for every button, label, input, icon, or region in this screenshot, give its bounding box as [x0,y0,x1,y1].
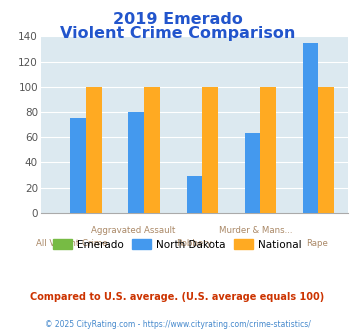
Text: Murder & Mans...: Murder & Mans... [219,226,293,235]
Bar [186,176,202,213]
Legend: Emerado, North Dakota, National: Emerado, North Dakota, National [49,235,306,254]
Bar [245,133,260,213]
Bar [86,87,102,213]
Text: Violent Crime Comparison: Violent Crime Comparison [60,26,295,41]
Bar [302,43,318,213]
Bar [318,87,334,213]
Text: Aggravated Assault: Aggravated Assault [91,226,175,235]
Text: © 2025 CityRating.com - https://www.cityrating.com/crime-statistics/: © 2025 CityRating.com - https://www.city… [45,320,310,329]
Bar [144,87,160,213]
Text: Robbery: Robbery [176,239,212,248]
Bar [129,112,144,213]
Text: 2019 Emerado: 2019 Emerado [113,12,242,26]
Text: All Violent Crime: All Violent Crime [36,239,107,248]
Bar [202,87,218,213]
Bar [260,87,276,213]
Text: Rape: Rape [306,239,328,248]
Bar [70,118,86,213]
Text: Compared to U.S. average. (U.S. average equals 100): Compared to U.S. average. (U.S. average … [31,292,324,302]
